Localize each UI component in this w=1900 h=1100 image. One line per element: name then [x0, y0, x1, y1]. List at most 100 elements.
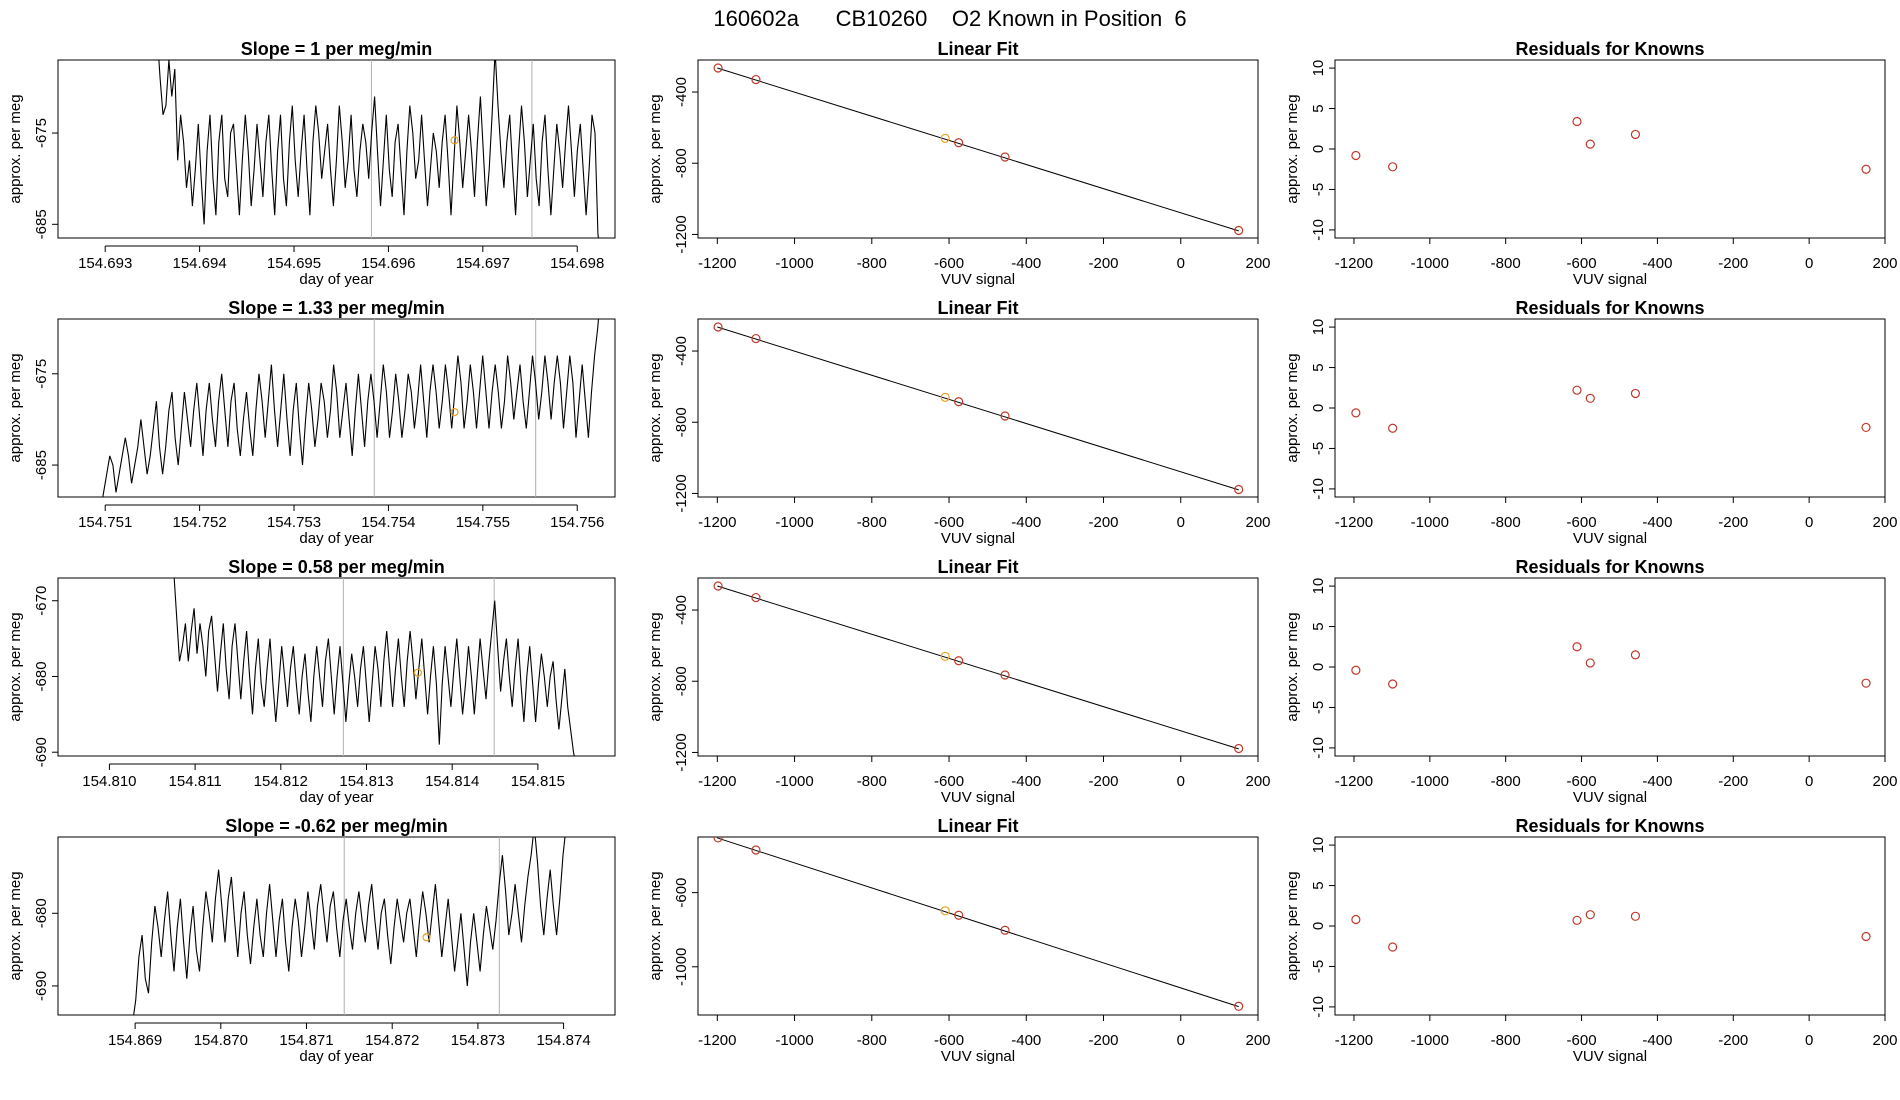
data-point [713, 63, 723, 73]
x-tick-label: -1000 [775, 773, 813, 790]
x-tick-label: -600 [934, 514, 964, 531]
panel-linear-fit-4: Linear Fit -1200 -1000 -800 -600 -400 -200 0 200… [647, 816, 1271, 1065]
x-tick-label: 154.693 [78, 255, 132, 272]
plot-area [1351, 910, 1871, 952]
x-tick-label: -1200 [1335, 514, 1373, 531]
plot-frame [57, 577, 616, 757]
panel-time-series-2: Slope = 1.33 per meg/min 154.751 154.752 15… [7, 298, 616, 547]
x-tick-label: -600 [934, 773, 964, 790]
x-tick-label: 154.874 [536, 1032, 590, 1049]
plot-area [1351, 385, 1871, 433]
data-point [954, 397, 964, 407]
known-point [940, 392, 950, 402]
x-tick-label: -800 [1491, 255, 1521, 272]
panel-title: Slope = 1 per meg/min [241, 39, 433, 59]
panel-linear-fit-2: Linear Fit -1200 -1000 -800 -600 -400 -200 0 200… [647, 298, 1271, 547]
x-tick-label: 154.814 [425, 773, 479, 790]
plot-area [1351, 116, 1871, 174]
x-axis-label: VUV signal [1573, 789, 1647, 806]
x-tick-label: 0 [1805, 1032, 1813, 1049]
x-tick-label: 154.871 [279, 1032, 333, 1049]
known-point [413, 668, 423, 677]
x-tick-label: -600 [1567, 255, 1597, 272]
residual-point [1572, 385, 1582, 395]
y-tick-label: 0 [1310, 922, 1327, 930]
residual-point [1861, 164, 1871, 174]
x-tick-label: 154.872 [365, 1032, 419, 1049]
x-tick-label: 154.755 [456, 514, 510, 531]
y-axis-label: approx. per meg [1284, 871, 1301, 980]
residual-point [1861, 678, 1871, 688]
data-point [1000, 411, 1010, 421]
x-axis-label: VUV signal [1573, 530, 1647, 547]
x-tick-label: -1000 [1411, 255, 1449, 272]
y-tick-label: -800 [673, 148, 690, 178]
y-tick-label: 10 [1310, 578, 1327, 595]
data-point [1234, 225, 1244, 236]
data-point [1234, 1001, 1244, 1011]
panel-time-series-3: Slope = 0.58 per meg/min 154.810 154.811 15… [7, 557, 616, 806]
data-point [1000, 925, 1010, 935]
residual-point [1388, 679, 1398, 689]
y-tick-label: -400 [673, 77, 690, 107]
data-point [1000, 152, 1010, 162]
y-tick-label: 5 [1310, 881, 1327, 889]
x-axis-label: day of year [299, 271, 373, 288]
residual-point [1572, 915, 1582, 925]
y-axis-label: approx. per meg [647, 94, 664, 203]
x-tick-label: 154.696 [361, 255, 415, 272]
x-tick-label: 0 [1177, 773, 1185, 790]
plot-frame [697, 577, 1259, 757]
panel-title: Linear Fit [937, 39, 1018, 59]
x-tick-label: -1000 [775, 255, 813, 272]
plot-area [133, 837, 566, 1015]
x-tick-label: 154.754 [361, 514, 415, 531]
x-tick-label: -1200 [698, 1032, 736, 1049]
data-point [954, 138, 964, 148]
plot-frame [1334, 577, 1886, 757]
y-axis-label: approx. per meg [1284, 353, 1301, 462]
plot-area [158, 60, 599, 238]
residual-point [1351, 914, 1361, 925]
x-axis-label: VUV signal [941, 789, 1015, 806]
residual-point [1861, 931, 1871, 942]
x-tick-label: -1200 [1335, 255, 1373, 272]
x-tick-label: -1200 [698, 514, 736, 531]
y-tick-label: 10 [1310, 837, 1327, 854]
x-tick-label: -1200 [698, 773, 736, 790]
x-tick-label: 0 [1177, 255, 1185, 272]
plot-frame [57, 59, 616, 239]
y-tick-label: -5 [1310, 701, 1327, 714]
y-tick-label: -1000 [673, 948, 690, 986]
x-tick-label: -200 [1718, 773, 1748, 790]
y-axis-label: approx. per meg [7, 871, 24, 980]
residual-point [1388, 423, 1398, 433]
data-point [751, 333, 761, 344]
plot-frame [697, 836, 1259, 1016]
y-tick-label: 10 [1310, 319, 1327, 336]
plot-frame [697, 59, 1259, 239]
x-tick-label: -1200 [1335, 1032, 1373, 1049]
x-tick-label: -1000 [1411, 1032, 1449, 1049]
residual-point [1351, 150, 1361, 161]
y-tick-label: -675 [33, 359, 50, 389]
x-tick-label: 200 [1872, 773, 1897, 790]
y-tick-label: -400 [673, 336, 690, 366]
y-axis-label: approx. per meg [647, 353, 664, 462]
y-tick-label: -10 [1310, 996, 1327, 1018]
panel-residuals-4: Residuals for Knowns-1200 -1000 -800 -600 -4… [1284, 816, 1898, 1065]
x-tick-label: -1000 [1411, 514, 1449, 531]
figure-title: 160602a CB10260 O2 Known in Position 6 [713, 6, 1186, 31]
x-tick-label: 154.698 [550, 255, 604, 272]
x-tick-label: -800 [857, 1032, 887, 1049]
data-point [713, 322, 723, 332]
x-tick-label: -600 [1567, 514, 1597, 531]
x-tick-label: 200 [1245, 773, 1270, 790]
panel-time-series-4: Slope = -0.62 per meg/min 154.869 154.870 1… [7, 816, 616, 1065]
x-tick-label: -400 [1642, 1032, 1672, 1049]
y-tick-label: -800 [673, 666, 690, 696]
x-tick-label: -600 [934, 1032, 964, 1049]
fit-line [717, 837, 1239, 1008]
x-axis-label: VUV signal [941, 271, 1015, 288]
plot-area [713, 837, 1244, 1011]
